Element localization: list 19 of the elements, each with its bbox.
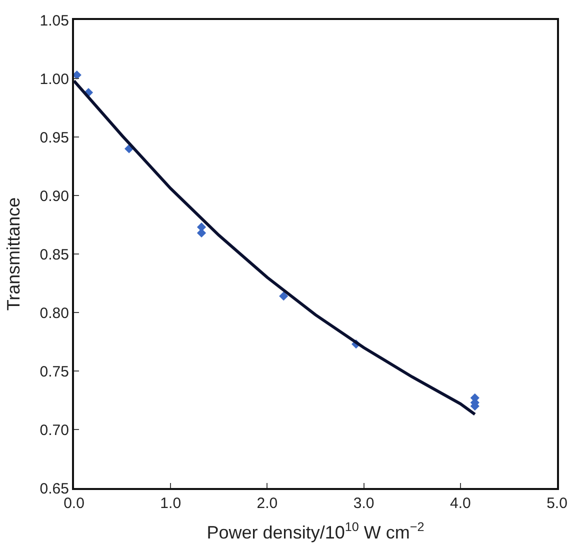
y-tick-label: 0.70 <box>40 422 69 439</box>
line-series <box>74 79 476 416</box>
y-tick-label: 0.65 <box>40 480 69 498</box>
x-tick-label: 3.0 <box>353 495 374 512</box>
y-tick-label: 1.05 <box>40 12 69 30</box>
y-tick-label: 0.75 <box>40 363 69 380</box>
x-tick-label: 0.0 <box>64 495 84 512</box>
x-tick-label: 4.0 <box>450 495 471 512</box>
x-tick-label: 5.0 <box>546 495 568 512</box>
x-tick-label: 2.0 <box>256 495 278 512</box>
point <box>279 292 288 301</box>
y-tick-label: 0.85 <box>40 246 69 264</box>
y-tick-label: 0.95 <box>40 129 69 146</box>
x-axis-title: Power density/10$^{10}$ W cm$^{−2}$ <box>206 520 424 543</box>
y-tick-label: 1.00 <box>40 70 69 88</box>
y-tick-label: 0.90 <box>40 188 69 205</box>
y-axis-title: Transmittance <box>3 197 24 311</box>
y-tick-label: 0.80 <box>40 304 69 322</box>
x-tick-label: 1.0 <box>160 495 182 512</box>
